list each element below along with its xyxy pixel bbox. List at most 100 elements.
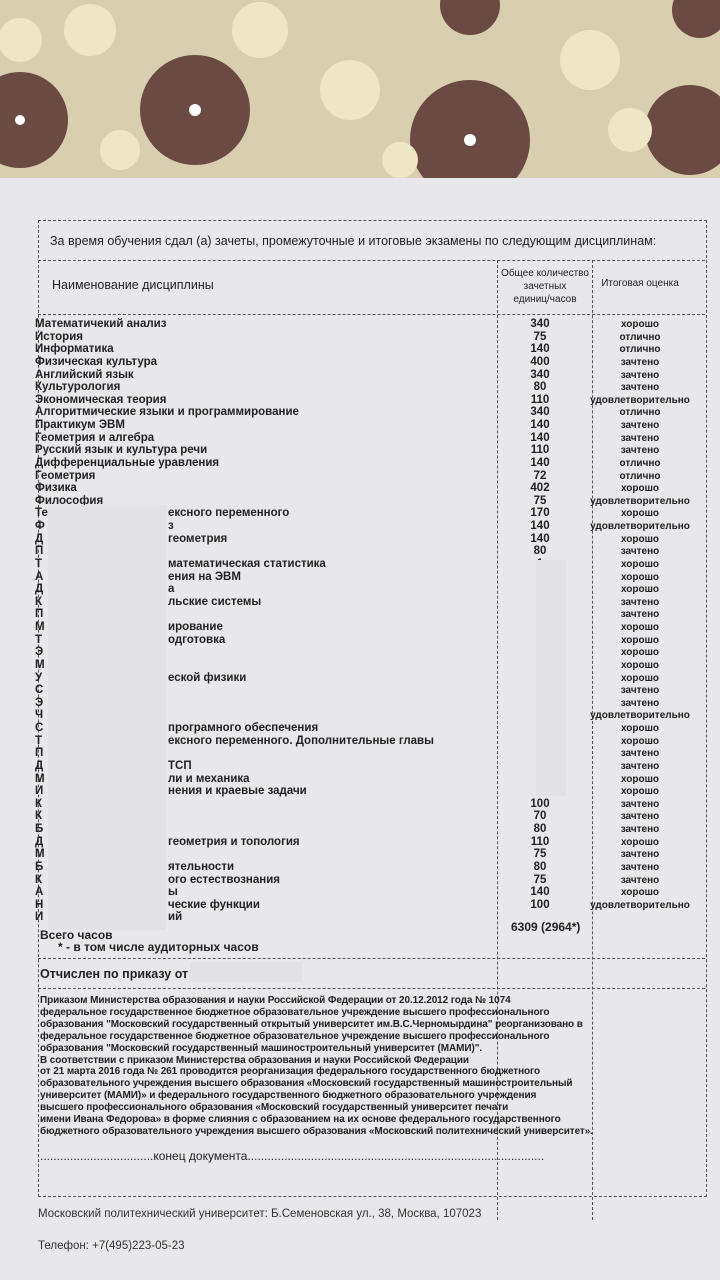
- hours: 402: [530, 482, 550, 495]
- grade: хорошо: [620, 723, 660, 734]
- grade: зачтено: [620, 382, 660, 394]
- grade: отлично: [619, 331, 661, 343]
- grade: хорошо: [620, 319, 660, 330]
- end-text: конец документа: [153, 1149, 248, 1163]
- hours: 400: [530, 355, 550, 368]
- discipline: Э: [35, 696, 44, 709]
- hours: 140: [530, 343, 550, 356]
- grade: хорошо: [620, 508, 660, 520]
- discipline-end: ого естествознания: [168, 873, 281, 886]
- redaction: [536, 560, 566, 796]
- hours: 110: [530, 393, 550, 406]
- rule: [38, 988, 705, 989]
- grade: зачтено: [620, 849, 660, 861]
- grade: хорошо: [620, 558, 660, 570]
- discipline: Алгоритмические языки и программирование: [35, 406, 299, 419]
- discipline-end: математическая статистика: [168, 557, 326, 570]
- discipline: Б: [35, 860, 44, 873]
- discipline: Те: [35, 507, 48, 520]
- grade: удовлетворительно: [590, 899, 690, 911]
- discipline-end: з: [168, 520, 174, 532]
- column-header: зачетных: [523, 281, 567, 292]
- column-rule: [497, 260, 498, 1220]
- grade: зачтено: [620, 874, 660, 886]
- grade: хорошо: [620, 584, 660, 596]
- note-line: образования "Московский государственный …: [40, 1018, 583, 1030]
- phone: Телефон: +7(495)223-05-23: [38, 1240, 185, 1252]
- hours: 100: [530, 898, 550, 911]
- hours: 75: [533, 494, 547, 507]
- rule: [38, 314, 705, 315]
- hours: 75: [533, 848, 547, 861]
- hours: 75: [533, 330, 547, 343]
- discipline-end: геометрия и топология: [168, 835, 300, 848]
- grade: хорошо: [620, 571, 660, 583]
- discipline: Д: [35, 583, 44, 596]
- discipline: А: [35, 886, 44, 899]
- grade: зачтено: [620, 420, 660, 431]
- discipline: Ф: [35, 520, 45, 532]
- grade: зачтено: [620, 596, 660, 608]
- discipline-end: програмного обеспечения: [168, 722, 319, 734]
- discipline-end: льские системы: [168, 595, 262, 608]
- discipline: С: [35, 684, 44, 697]
- discipline: И: [35, 785, 44, 798]
- discipline: Т: [35, 557, 43, 570]
- grade: зачтено: [620, 798, 660, 810]
- grade: зачтено: [620, 861, 660, 873]
- discipline: Физическая культура: [35, 355, 157, 368]
- discipline: К: [35, 797, 43, 810]
- hours: 80: [533, 381, 547, 394]
- column-header: Итоговая оценка: [601, 278, 679, 289]
- column-header: единиц/часов: [513, 294, 577, 305]
- redaction: [190, 962, 302, 982]
- discipline-end: ексного переменного: [168, 507, 290, 520]
- discipline: Русский язык и культура речи: [35, 444, 208, 457]
- note-line: федеральное государственное бюджетное об…: [40, 1006, 550, 1018]
- discipline: Ч: [35, 709, 44, 722]
- grade: удовлетворительно: [590, 710, 690, 722]
- hours: 75: [533, 873, 547, 886]
- discipline: П: [35, 608, 44, 621]
- note-line: имени Ивана Федорова» в форме слияния с …: [40, 1114, 561, 1125]
- discipline: Практикум ЭВМ: [35, 419, 125, 431]
- grade: зачтено: [620, 546, 660, 558]
- discipline: Экономическая теория: [35, 393, 167, 406]
- discipline: К: [35, 873, 43, 886]
- hours: 72: [533, 469, 547, 482]
- discipline: Н: [35, 898, 44, 911]
- grade: удовлетворительно: [590, 495, 690, 507]
- hours: 140: [530, 419, 550, 431]
- note-line: Приказом Министерства образования и наук…: [40, 995, 511, 1006]
- column-header: Наименование дисциплины: [52, 278, 214, 292]
- note-line: от 21 марта 2016 года № 261 проводится р…: [40, 1066, 540, 1078]
- discipline: Геометрия и алгебра: [35, 431, 155, 444]
- hours: 140: [530, 456, 550, 469]
- note-line: высшего профессионального образования «М…: [40, 1102, 509, 1114]
- discipline: Английский язык: [35, 368, 134, 381]
- hours: 140: [530, 431, 550, 444]
- discipline: Т: [35, 633, 43, 646]
- grade: хорошо: [620, 786, 660, 798]
- redaction: [48, 505, 166, 930]
- discipline-end: нения и краевые задачи: [168, 785, 307, 798]
- discipline: М: [35, 848, 45, 861]
- discipline-end: ческие функции: [168, 898, 260, 911]
- discipline: Дифференциальные уравления: [35, 456, 220, 469]
- grade: хорошо: [620, 622, 660, 633]
- discipline: П: [35, 545, 44, 558]
- grade: хорошо: [620, 659, 660, 671]
- hours: 140: [530, 532, 550, 545]
- discipline-end: ТСП: [168, 759, 192, 772]
- discipline: Д: [35, 759, 44, 772]
- hours: 110: [530, 444, 550, 457]
- rule: [38, 260, 705, 261]
- grade: отлично: [619, 470, 661, 482]
- grade: зачтено: [620, 697, 660, 709]
- grade: хорошо: [620, 634, 660, 646]
- discipline-end: геометрия: [168, 532, 228, 545]
- discipline-end: ексного переменного. Дополнительные глав…: [168, 734, 434, 747]
- grade: хорошо: [620, 735, 660, 747]
- grade: хорошо: [620, 483, 660, 495]
